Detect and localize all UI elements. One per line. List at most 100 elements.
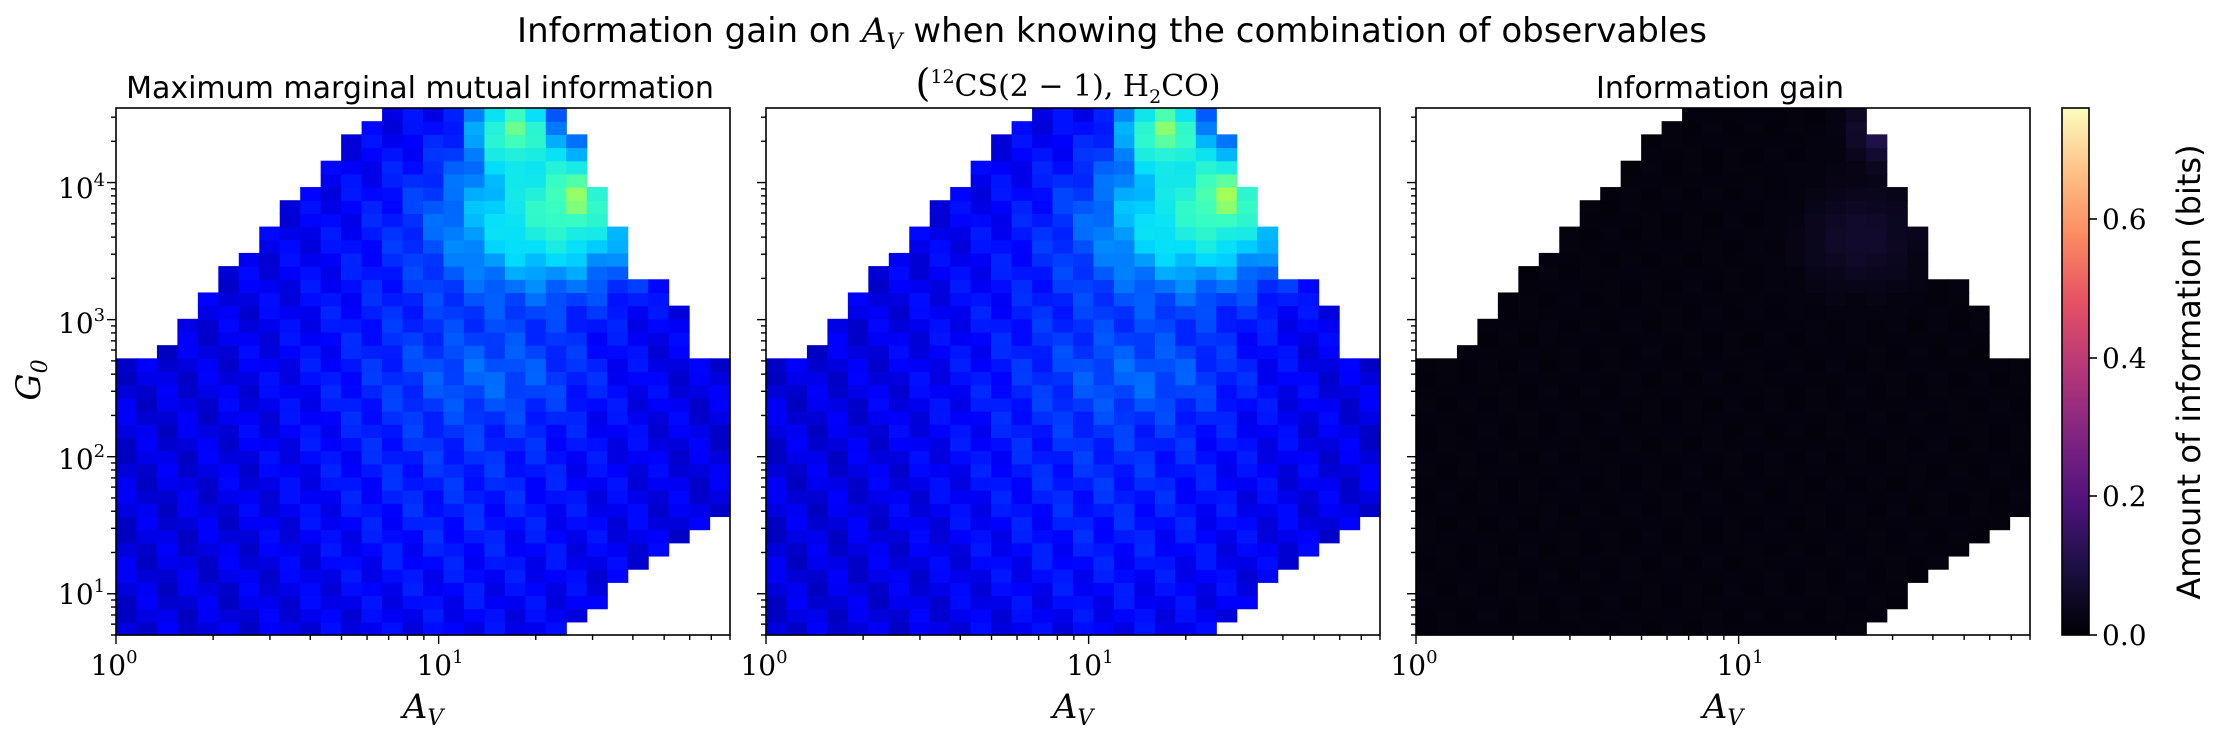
heatmap-cell bbox=[929, 463, 951, 478]
heatmap-cell bbox=[1538, 371, 1560, 386]
heatmap-cell bbox=[1339, 424, 1361, 438]
heatmap-cell bbox=[909, 266, 931, 280]
heatmap-cell bbox=[1682, 595, 1704, 610]
heatmap-cell bbox=[423, 292, 445, 307]
heatmap-cell bbox=[586, 569, 608, 583]
heatmap-cell bbox=[929, 437, 951, 452]
heatmap-cell bbox=[156, 555, 178, 570]
heatmap-cell bbox=[382, 266, 404, 280]
heatmap-cell bbox=[868, 555, 890, 570]
heatmap-cell bbox=[1784, 463, 1806, 478]
heatmap-cell bbox=[2009, 371, 2031, 386]
heatmap-cell bbox=[909, 331, 931, 346]
heatmap-cell bbox=[1216, 134, 1238, 149]
heatmap-cell bbox=[1134, 239, 1156, 254]
heatmap-cell bbox=[1825, 292, 1847, 307]
heatmap-cell bbox=[1968, 331, 1990, 346]
heatmap-cell bbox=[259, 424, 281, 438]
heatmap-cell bbox=[1073, 437, 1095, 452]
heatmap-cell bbox=[991, 503, 1013, 518]
heatmap-cell bbox=[1804, 279, 1826, 294]
heatmap-cell bbox=[970, 239, 992, 254]
heatmap-cell bbox=[341, 213, 363, 228]
heatmap-cell bbox=[827, 450, 849, 465]
heatmap-cell bbox=[1559, 411, 1581, 425]
heatmap-cell bbox=[1339, 397, 1361, 412]
heatmap-cell bbox=[1277, 384, 1299, 399]
heatmap-cell bbox=[341, 187, 363, 201]
heatmap-cell bbox=[1723, 279, 1745, 294]
heatmap-cell bbox=[1497, 450, 1519, 465]
heatmap-cell bbox=[868, 358, 890, 373]
heatmap-cell bbox=[463, 555, 485, 570]
heatmap-cell bbox=[1011, 490, 1033, 504]
heatmap-cell bbox=[1579, 490, 1601, 504]
heatmap-cell bbox=[1032, 200, 1054, 214]
heatmap-cell bbox=[1559, 542, 1581, 557]
heatmap-cell bbox=[1257, 292, 1279, 307]
heatmap-cell bbox=[950, 318, 972, 333]
heatmap-cell bbox=[847, 437, 869, 452]
heatmap-cell bbox=[1052, 147, 1074, 162]
heatmap-cell bbox=[1866, 266, 1888, 280]
heatmap-cell bbox=[1804, 239, 1826, 254]
heatmap-cell bbox=[1339, 411, 1361, 425]
heatmap-cell bbox=[566, 292, 588, 307]
colorbar bbox=[2061, 107, 2090, 636]
heatmap-cell bbox=[909, 384, 931, 399]
heatmap-cell bbox=[382, 134, 404, 149]
heatmap-cell bbox=[970, 371, 992, 386]
heatmap-cell bbox=[668, 358, 690, 373]
heatmap-cell bbox=[1866, 555, 1888, 570]
heatmap-cell bbox=[1518, 582, 1540, 597]
heatmap-cell bbox=[320, 542, 342, 557]
heatmap-cell bbox=[1436, 411, 1458, 425]
heatmap-cell bbox=[259, 529, 281, 544]
heatmap-cell bbox=[156, 582, 178, 597]
heatmap-cell bbox=[423, 266, 445, 280]
heatmap-cell bbox=[1134, 266, 1156, 280]
heatmap-cell bbox=[970, 213, 992, 228]
heatmap-cell bbox=[504, 239, 526, 254]
heatmap-cell bbox=[259, 384, 281, 399]
heatmap-cell bbox=[300, 503, 322, 518]
heatmap-cell bbox=[545, 463, 567, 478]
heatmap-cell bbox=[1456, 411, 1478, 425]
heatmap-cell bbox=[1497, 595, 1519, 610]
heatmap-cell bbox=[586, 252, 608, 267]
heatmap-cell bbox=[1195, 279, 1217, 294]
heatmap-cell bbox=[1804, 476, 1826, 491]
heatmap-cell bbox=[361, 331, 383, 346]
heatmap-cell bbox=[689, 437, 711, 452]
ytick-label-1e1: 101 bbox=[58, 576, 105, 611]
heatmap-cell bbox=[1032, 437, 1054, 452]
heatmap-cell bbox=[1845, 279, 1867, 294]
panel1-xtick-label-1e0: 100 bbox=[90, 647, 137, 682]
heatmap-cell bbox=[525, 371, 547, 386]
heatmap-cell bbox=[361, 239, 383, 254]
heatmap-cell bbox=[1927, 305, 1949, 320]
heatmap-cell bbox=[1784, 529, 1806, 544]
heatmap-cell bbox=[1257, 371, 1279, 386]
cbar-tick-2: 0.4 bbox=[2102, 342, 2147, 375]
heatmap-cell bbox=[1277, 424, 1299, 438]
heatmap-cell bbox=[709, 450, 731, 465]
heatmap-cell bbox=[504, 595, 526, 610]
heatmap-cell bbox=[1195, 503, 1217, 518]
heatmap-cell bbox=[504, 345, 526, 359]
heatmap-cell bbox=[1743, 121, 1765, 135]
heatmap-cell bbox=[1559, 252, 1581, 267]
heatmap-cell bbox=[1682, 200, 1704, 214]
heatmap-cell bbox=[1052, 503, 1074, 518]
heatmap-cell bbox=[1620, 437, 1642, 452]
heatmap-cell bbox=[1948, 463, 1970, 478]
heatmap-cell bbox=[827, 621, 849, 636]
heatmap-cell bbox=[504, 160, 526, 175]
heatmap-cell bbox=[402, 345, 424, 359]
heatmap-cell bbox=[463, 529, 485, 544]
heatmap-cell bbox=[1011, 542, 1033, 557]
heatmap-cell bbox=[1175, 108, 1197, 122]
heatmap-cell bbox=[1497, 542, 1519, 557]
heatmap-cell bbox=[382, 226, 404, 241]
heatmap-cell bbox=[279, 621, 301, 636]
